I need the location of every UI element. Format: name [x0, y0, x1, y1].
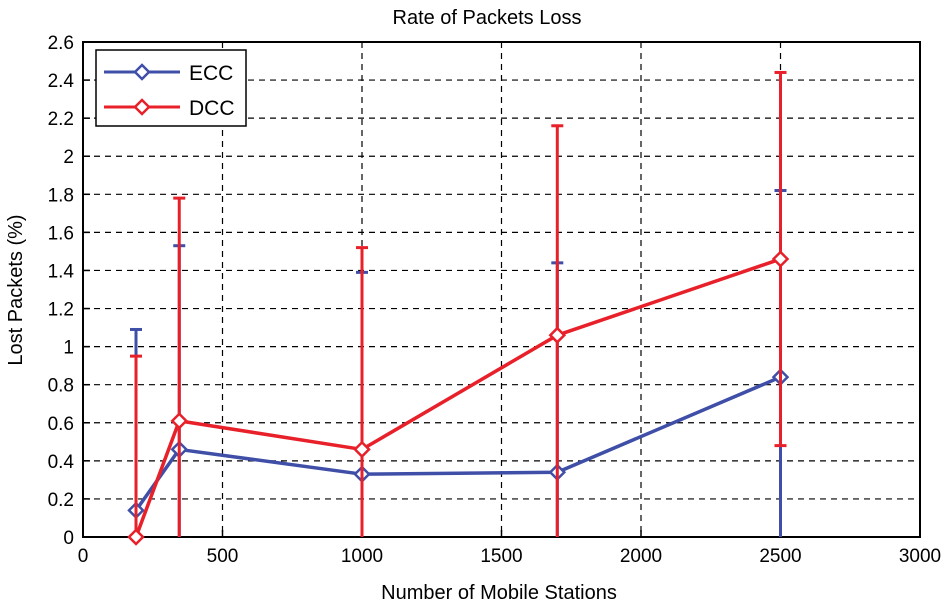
data-point-dcc: [771, 250, 790, 268]
y-tick-label: 2.6: [48, 33, 74, 54]
legend-label-ecc: ECC: [189, 62, 233, 85]
chart-title: Rate of Packets Loss: [393, 7, 582, 29]
data-point-dcc: [548, 326, 567, 344]
y-tick-label: 1.4: [48, 261, 75, 282]
y-tick-label: 0.2: [48, 490, 74, 511]
series-dcc: [127, 70, 790, 546]
x-tick-label: 3000: [899, 546, 941, 567]
data-point-dcc: [353, 440, 371, 459]
x-tick-label: 500: [207, 546, 239, 567]
y-tick-label: 0.6: [48, 414, 74, 435]
y-axis-label: Lost Packets (%): [5, 214, 27, 365]
legend-box: [95, 49, 247, 127]
y-tick-label: 0: [63, 528, 74, 549]
x-tick-label: 2000: [620, 546, 662, 567]
y-tick-label: 1.6: [48, 223, 74, 244]
y-tick-label: 1: [63, 338, 74, 359]
y-tick-label: 2: [63, 147, 74, 168]
series-layer: [127, 70, 790, 546]
data-point-dcc: [170, 412, 189, 430]
x-tick-label: 2500: [759, 546, 801, 567]
y-tick-label: 0.4: [48, 452, 75, 473]
y-tick-label: 2.2: [48, 109, 74, 130]
x-tick-label: 1000: [341, 546, 383, 567]
legend-label-dcc: DCC: [189, 97, 235, 120]
x-tick-label: 0: [78, 546, 89, 567]
legend: ECC DCC: [95, 49, 247, 127]
legend-diamond-dcc-icon: [133, 98, 151, 116]
y-tick-label: 0.8: [48, 376, 74, 397]
data-point-dcc: [127, 528, 145, 546]
legend-diamond-ecc-icon: [133, 63, 151, 81]
x-tick-label: 1500: [480, 546, 522, 567]
y-tick-label: 2.4: [48, 71, 75, 92]
y-tick-label: 1.8: [48, 185, 74, 206]
x-axis-label: Number of Mobile Stations: [381, 582, 617, 604]
y-tick-label: 1.2: [48, 300, 74, 321]
axis-ticks: 0 500 1000 1500 2000 2500 3000 0 0.2 0.4 0.6 0.8 1 1.…: [48, 33, 942, 567]
